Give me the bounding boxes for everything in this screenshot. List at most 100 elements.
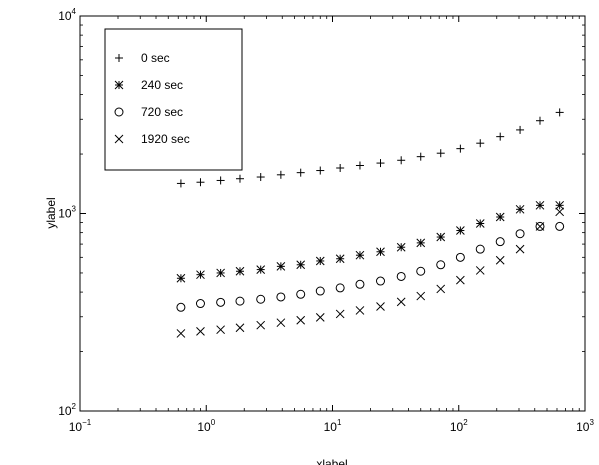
point-series2-13 <box>436 260 446 270</box>
point-series2-1 <box>195 299 205 309</box>
point-series2-11 <box>396 271 406 281</box>
point-series3-8 <box>335 309 345 319</box>
point-series3-11 <box>396 297 406 307</box>
point-series0-0 <box>176 179 185 188</box>
point-series0-2 <box>216 176 225 185</box>
point-series0-11 <box>397 156 406 165</box>
point-series3-18 <box>535 222 545 231</box>
major-ticks <box>79 15 586 412</box>
data-points <box>176 108 565 338</box>
x-tick-label-4: 103 <box>576 418 594 434</box>
legend-marker-3 <box>114 134 124 144</box>
point-series3-3 <box>235 323 245 333</box>
point-series2-18 <box>535 221 545 231</box>
point-series3-17 <box>515 244 525 254</box>
point-series0-6 <box>296 168 305 177</box>
point-series0-7 <box>316 166 325 175</box>
point-series0-19 <box>555 108 564 117</box>
point-series1-14 <box>456 226 465 235</box>
y-tick-label-2: 104 <box>58 7 76 23</box>
point-series0-4 <box>256 173 265 182</box>
point-series1-13 <box>436 232 446 242</box>
point-series1-10 <box>376 247 385 257</box>
point-series1-11 <box>396 242 406 252</box>
point-series1-12 <box>416 238 426 248</box>
point-series2-4 <box>256 294 266 304</box>
point-series0-17 <box>516 125 525 134</box>
point-series3-16 <box>495 255 505 265</box>
point-series2-7 <box>315 286 325 296</box>
point-series3-2 <box>216 325 225 335</box>
point-series1-19 <box>555 200 565 210</box>
point-series3-5 <box>276 318 286 328</box>
point-series1-15 <box>475 219 485 228</box>
point-series2-8 <box>335 283 345 293</box>
point-series1-6 <box>296 260 306 270</box>
x-tick-label-3: 102 <box>450 418 468 434</box>
legend-label-0: 0 sec <box>141 51 170 65</box>
point-series0-15 <box>476 139 485 148</box>
point-series1-18 <box>535 200 545 210</box>
point-series0-12 <box>416 152 425 161</box>
point-series1-9 <box>355 250 365 260</box>
y-tick-label-0: 102 <box>58 402 76 418</box>
point-series2-17 <box>515 229 525 239</box>
point-series1-5 <box>276 261 286 271</box>
legend-label-1: 240 sec <box>141 78 183 92</box>
x-tick-label-0: 10−1 <box>69 418 92 434</box>
point-series1-1 <box>196 270 205 280</box>
point-series1-16 <box>495 212 505 222</box>
x-axis-label: xlabel <box>316 457 347 465</box>
y-axis-label: ylabel <box>44 197 58 228</box>
point-series2-12 <box>416 266 426 276</box>
point-series1-7 <box>315 256 325 266</box>
point-series0-10 <box>376 159 385 168</box>
point-series2-3 <box>235 296 245 306</box>
legend-marker-2 <box>114 107 124 117</box>
point-series2-9 <box>355 279 365 289</box>
legend-label-2: 720 sec <box>141 105 183 119</box>
x-tick-label-2: 101 <box>324 418 342 434</box>
y-tick-label-1: 103 <box>58 205 76 221</box>
point-series3-14 <box>456 275 465 285</box>
point-series1-3 <box>235 266 245 276</box>
point-series3-0 <box>176 329 186 338</box>
legend-box <box>104 28 243 171</box>
point-series3-15 <box>475 266 485 275</box>
point-series3-7 <box>315 312 325 322</box>
x-tick-label-1: 100 <box>197 418 215 434</box>
point-series0-13 <box>436 149 445 158</box>
point-series2-5 <box>276 292 286 302</box>
point-series3-9 <box>355 306 365 315</box>
point-series1-0 <box>176 273 186 283</box>
point-series2-6 <box>296 289 306 299</box>
point-series0-18 <box>535 116 544 125</box>
point-series0-16 <box>496 132 505 141</box>
point-series0-1 <box>196 178 205 187</box>
point-series2-14 <box>455 252 465 262</box>
legend: 0 sec 240 sec 720 sec 1920 sec <box>104 28 243 171</box>
point-series2-0 <box>176 302 186 312</box>
legend-marker-1 <box>114 80 124 90</box>
legend-label-3: 1920 sec <box>141 132 190 146</box>
point-series1-4 <box>256 265 266 274</box>
point-series1-8 <box>335 254 345 264</box>
minor-ticks <box>80 16 585 411</box>
point-series0-9 <box>355 161 364 170</box>
point-series0-3 <box>235 174 244 183</box>
legend-markers <box>114 54 124 144</box>
tick-labels: 10−1 100 101 102 103 102 103 104 <box>58 7 594 434</box>
legend-marker-0 <box>115 54 123 62</box>
point-series2-10 <box>376 276 386 286</box>
point-series2-15 <box>475 244 485 254</box>
point-series3-1 <box>196 327 205 336</box>
point-series3-19 <box>555 207 565 217</box>
point-series1-2 <box>216 268 225 278</box>
point-series2-2 <box>216 297 226 307</box>
point-series3-6 <box>296 315 306 325</box>
point-series0-8 <box>336 163 345 172</box>
point-series3-12 <box>416 291 426 301</box>
point-series1-17 <box>515 204 525 214</box>
point-series0-5 <box>276 170 285 179</box>
